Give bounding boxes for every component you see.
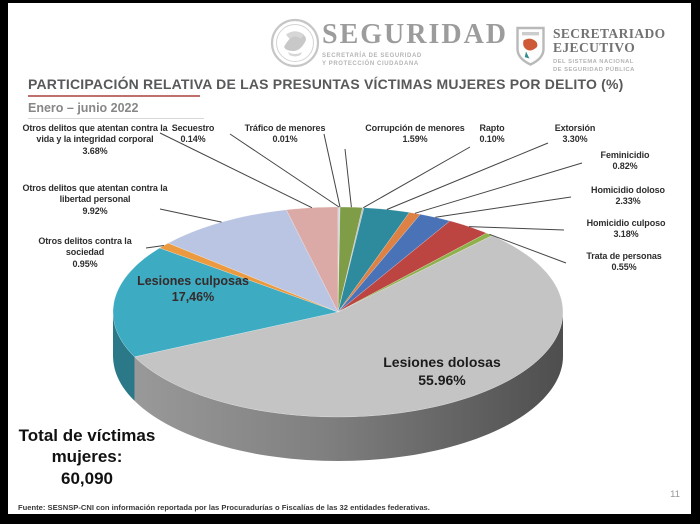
leader-line-feminicidio <box>414 162 583 214</box>
leader-line-trafico-de-menores <box>323 133 341 208</box>
label-value: 3.30% <box>562 134 588 145</box>
label-value: 0.82% <box>612 161 638 172</box>
pie-slice-lesiones-dolosas <box>133 235 564 418</box>
label-value: 9.92% <box>82 205 108 216</box>
pie-wall-lesiones-dolosas <box>134 312 563 461</box>
eagle-seal-icon <box>270 18 320 68</box>
org-title-line2: EJECUTIVO <box>553 40 636 56</box>
subtitle-underline <box>28 118 204 119</box>
label-value: 0.14% <box>180 134 206 145</box>
page-title: PARTICIPACIÓN RELATIVA DE LAS PRESUNTAS … <box>28 76 624 92</box>
leader-line-homicidio-culposo <box>468 226 565 231</box>
callout-secuestro: Secuestro 0.14% <box>148 123 238 146</box>
label-value: 1.59% <box>402 134 428 145</box>
label-text: Rapto <box>479 123 505 133</box>
org-text: SECRETARIADO EJECUTIVO DEL SISTEMA NACIO… <box>553 26 666 75</box>
pie-chart-svg <box>112 132 583 461</box>
title-underline <box>28 95 200 97</box>
callout-extorsion: Extorsión 3.30% <box>530 123 620 146</box>
page-number: 11 <box>670 489 680 500</box>
pie-slice-corrupcion-de-menores <box>337 206 363 313</box>
leader-line-trata-de-personas <box>489 233 567 264</box>
label-text: Homicidio culposo <box>586 218 666 228</box>
slice-label-lesiones-dolosas: Lesiones dolosas 55.96% <box>357 353 527 389</box>
total-label-line2: mujeres: <box>51 447 123 467</box>
pie-slice-lesiones-culposas <box>112 247 339 358</box>
period-subtitle: Enero – junio 2022 <box>28 101 139 115</box>
callout-homicidio-doloso: Homicidio doloso 2.33% <box>563 185 693 208</box>
label-text: Otros delitos que atentan contra la vida… <box>22 123 168 145</box>
header: SEGURIDAD SECRETARÍA DE SEGURIDAD Y PROT… <box>8 3 691 75</box>
brand-text: SEGURIDAD SECRETARÍA DE SEGURIDAD Y PROT… <box>322 21 508 68</box>
total-label-line1: Total de víctimas <box>18 426 156 445</box>
pie-chart: Otros delitos que atentan contra la vida… <box>8 3 691 514</box>
source-note: Fuente: SESNSP-CNI con información repor… <box>18 503 430 512</box>
label-value: 2.33% <box>615 196 641 207</box>
callout-homicidio-culposo: Homicidio culposo 3.18% <box>556 218 696 241</box>
org-title-line1: SECRETARIADO <box>553 26 666 41</box>
label-value: 0.10% <box>479 134 505 145</box>
callout-otros-delitos-que-atentan-contra-la-libertad-personal: Otros delitos que atentan contra la libe… <box>16 183 174 217</box>
label-text: Trata de personas <box>586 251 662 261</box>
callout-corrupcion-de-menores: Corrupción de menores 1.59% <box>335 123 495 146</box>
callout-rapto: Rapto 0.10% <box>457 123 527 146</box>
label-text: Lesiones dolosas <box>383 354 501 370</box>
total-victims: Total de víctimas mujeres: 60,090 <box>8 425 166 489</box>
brand-subtitle: SECRETARÍA DE SEGURIDAD Y PROTECCIÓN CIU… <box>322 52 508 68</box>
org-title: SECRETARIADO EJECUTIVO <box>553 26 666 56</box>
callout-otros-delitos-que-atentan-contra-la-vida-y-la-integridad-corporal: Otros delitos que atentan contra la vida… <box>20 123 170 157</box>
label-value: 0.55% <box>611 262 637 273</box>
brand-subtitle-line1: SECRETARÍA DE SEGURIDAD <box>322 53 422 59</box>
pie-slice-otros-delitos-que-atentan-contra-la-vida-y-la-integridad-corporal <box>285 206 339 313</box>
leader-line-secuestro <box>229 133 340 208</box>
callout-trafico-de-menores: Tráfico de menores 0.01% <box>225 123 345 146</box>
callout-feminicidio: Feminicidio 0.82% <box>575 150 675 173</box>
label-value: 3.68% <box>82 145 108 156</box>
slice-label-lesiones-culposas: Lesiones culposas 17,46% <box>113 273 273 306</box>
label-text: Tráfico de menores <box>244 123 326 133</box>
pie-slice-trafico-de-menores <box>337 206 341 313</box>
label-text: Otros delitos que atentan contra la libe… <box>22 183 168 205</box>
callout-trata-de-personas: Trata de personas 0.55% <box>559 251 689 274</box>
label-value: 0.95% <box>72 258 98 269</box>
slide: SEGURIDAD SECRETARÍA DE SEGURIDAD Y PROT… <box>8 3 691 514</box>
pie-slice-homicidio-doloso <box>337 214 451 313</box>
label-text: Homicidio doloso <box>591 185 665 195</box>
leader-line-extorsion <box>386 142 549 210</box>
org-subtitle-line2: DE SEGURIDAD PÚBLICA <box>553 67 635 74</box>
brand-subtitle-line2: Y PROTECCIÓN CIUDADANA <box>322 61 419 68</box>
label-value: 0.01% <box>272 134 298 145</box>
shield-logo-icon <box>516 26 545 66</box>
label-text: Secuestro <box>171 123 215 133</box>
org-subtitle: DEL SISTEMA NACIONAL DE SEGURIDAD PÚBLIC… <box>553 58 666 74</box>
callout-otros-delitos-contra-la-sociedad: Otros delitos contra la sociedad 0.95% <box>25 236 145 270</box>
leader-line-corrupcion-de-menores <box>344 148 352 208</box>
leader-line-otros-delitos-que-atentan-contra-la-vida-y-la-integridad-corporal <box>159 132 313 209</box>
brand-title: SEGURIDAD <box>322 19 509 50</box>
leader-line-rapto <box>363 146 471 209</box>
label-text: Feminicidio <box>600 150 650 160</box>
label-text: Extorsión <box>554 123 596 133</box>
total-value: 60,090 <box>61 468 113 488</box>
pie-slice-otros-delitos-que-atentan-contra-la-libertad-personal <box>167 209 339 313</box>
label-value: 55.96% <box>418 372 466 389</box>
leader-line-otros-delitos-contra-la-sociedad <box>145 245 164 249</box>
pie-wall-lesiones-culposas <box>113 312 135 401</box>
label-text: Corrupción de menores <box>365 123 465 133</box>
label-text: Otros delitos contra la sociedad <box>38 236 132 258</box>
label-text: Lesiones culposas <box>137 274 249 288</box>
org-subtitle-line1: DEL SISTEMA NACIONAL <box>553 59 634 66</box>
leader-line-homicidio-doloso <box>435 196 572 218</box>
leader-line-otros-delitos-que-atentan-contra-la-libertad-personal <box>159 208 222 223</box>
label-value: 3.18% <box>613 229 639 240</box>
label-value: 17,46% <box>171 290 215 305</box>
pie-slice-otros-delitos-contra-la-sociedad <box>159 242 339 313</box>
